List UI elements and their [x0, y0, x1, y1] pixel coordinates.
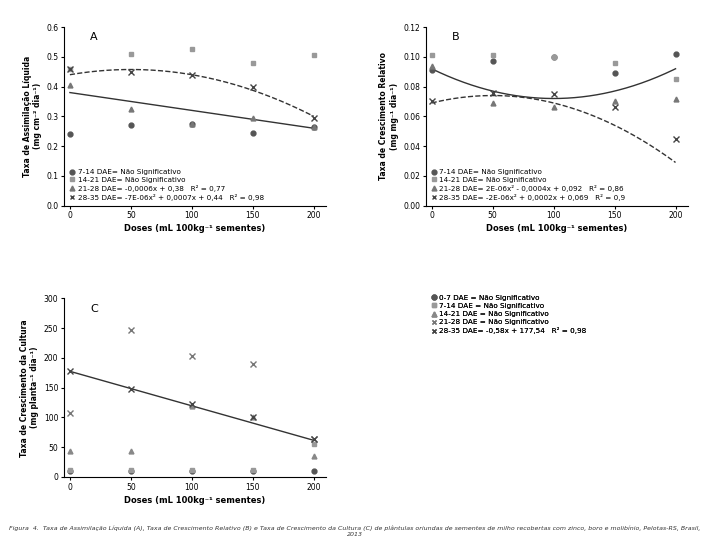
Y-axis label: Taxa de Assimilação Líquida
(mg cm⁻² dia⁻¹): Taxa de Assimilação Líquida (mg cm⁻² dia… — [23, 56, 42, 177]
Legend: 0-7 DAE = Não Significativo, 7-14 DAE = Não Significativo, 14-21 DAE = Não Signi: 0-7 DAE = Não Significativo, 7-14 DAE = … — [429, 293, 588, 336]
X-axis label: Doses (mL 100kg⁻¹ sementes): Doses (mL 100kg⁻¹ sementes) — [124, 224, 265, 234]
Y-axis label: Taxa de Crescimento da Cultura
(mg planta⁻¹ dia⁻¹): Taxa de Crescimento da Cultura (mg plant… — [20, 319, 40, 456]
Y-axis label: Taxa de Crescimento Relativo
(mg mg⁻¹ dia⁻¹): Taxa de Crescimento Relativo (mg mg⁻¹ di… — [379, 53, 399, 180]
X-axis label: Doses (mL 100kg⁻¹ sementes): Doses (mL 100kg⁻¹ sementes) — [486, 224, 627, 234]
Text: B: B — [452, 33, 459, 42]
Text: C: C — [90, 304, 98, 314]
X-axis label: Doses (mL 100kg⁻¹ sementes): Doses (mL 100kg⁻¹ sementes) — [124, 496, 265, 505]
Legend: 7-14 DAE= Não Significativo, 14-21 DAE= Não Significativo, 21-28 DAE= 2E-06x² - : 7-14 DAE= Não Significativo, 14-21 DAE= … — [429, 167, 627, 202]
Legend: 7-14 DAE= Não Significativo, 14-21 DAE= Não Significativo, 21-28 DAE= -0,0006x +: 7-14 DAE= Não Significativo, 14-21 DAE= … — [67, 167, 265, 202]
Text: Figura  4.  Taxa de Assimilação Líquida (A), Taxa de Crescimento Relativo (B) e : Figura 4. Taxa de Assimilação Líquida (A… — [9, 525, 700, 537]
Text: A: A — [90, 33, 98, 42]
